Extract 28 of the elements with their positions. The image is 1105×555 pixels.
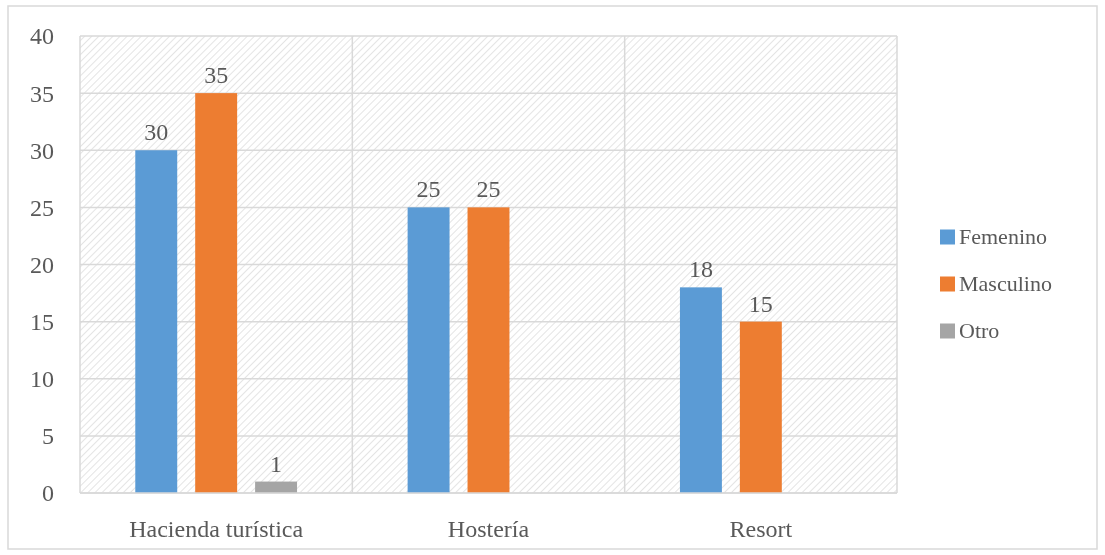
- y-tick-label: 25: [30, 194, 54, 221]
- y-tick-label: 10: [30, 366, 54, 393]
- bar: [679, 287, 722, 493]
- legend-label: Masculino: [959, 271, 1052, 297]
- data-label: 30: [144, 119, 169, 146]
- x-tick-label: Resort: [729, 516, 793, 542]
- x-tick-label: Hacienda turística: [129, 516, 304, 542]
- bar: [195, 93, 238, 493]
- bar: [135, 150, 178, 493]
- y-tick-label: 0: [42, 480, 54, 507]
- y-tick-label: 40: [30, 23, 54, 50]
- bar: [467, 207, 510, 493]
- legend-label: Femenino: [959, 224, 1047, 250]
- y-tick-label: 5: [42, 423, 54, 450]
- data-label: 1: [270, 450, 283, 477]
- y-tick-label: 30: [30, 137, 54, 164]
- bar: [739, 321, 782, 493]
- data-label: 18: [688, 256, 713, 283]
- bar: [407, 207, 450, 493]
- x-tick-label: Hostería: [447, 516, 530, 542]
- data-label: 35: [204, 62, 229, 89]
- y-tick-label: 20: [30, 251, 54, 278]
- legend-label: Otro: [959, 318, 1000, 344]
- data-label: 25: [476, 176, 501, 203]
- data-label: 15: [748, 290, 773, 317]
- y-tick-label: 15: [30, 309, 54, 336]
- y-tick-label: 35: [30, 80, 54, 107]
- data-label: 25: [416, 176, 441, 203]
